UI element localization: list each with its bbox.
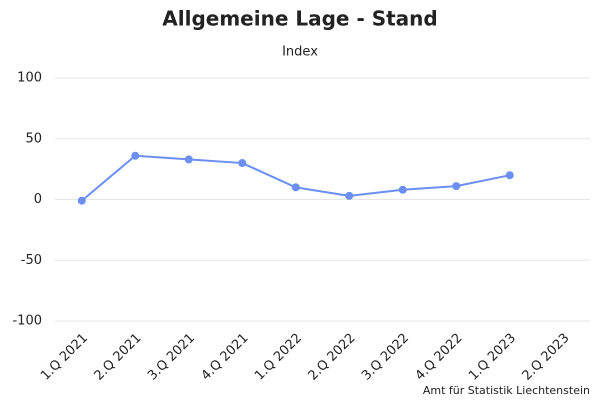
x-tick-label: 1.Q 2023	[466, 331, 519, 384]
point	[131, 151, 140, 160]
point	[398, 185, 407, 194]
series-line	[81, 154, 510, 202]
point	[505, 171, 514, 180]
x-tick-label: 2.Q 2023	[520, 331, 573, 384]
x-tick-label: 4.Q 2022	[413, 331, 466, 384]
y-tick-label: -100	[12, 314, 42, 329]
chart-subtitle: Index	[282, 45, 318, 60]
point	[345, 191, 354, 200]
point	[238, 159, 247, 168]
y-tick-label: 50	[25, 131, 42, 146]
chart-title: Allgemeine Lage - Stand	[162, 7, 437, 31]
point	[452, 182, 461, 191]
source: Amt für Statistik Liechtenstein	[423, 384, 590, 397]
x-tick-label: 3.Q 2021	[145, 331, 198, 384]
y-tick-label: -50	[21, 253, 42, 268]
x-tick-label: 1.Q 2022	[252, 331, 305, 384]
point	[184, 155, 193, 164]
x-tick-label: 4.Q 2021	[199, 331, 252, 384]
x-tick-label: 2.Q 2022	[306, 331, 359, 384]
x-tick-label: 3.Q 2022	[359, 331, 412, 384]
y-tick-label: 100	[17, 71, 42, 86]
x-tick-label: 1.Q 2021	[38, 331, 91, 384]
x-tick-label: 2.Q 2021	[92, 331, 145, 384]
y-tick-label: 0	[34, 192, 42, 207]
point	[77, 196, 86, 205]
point	[291, 183, 300, 192]
